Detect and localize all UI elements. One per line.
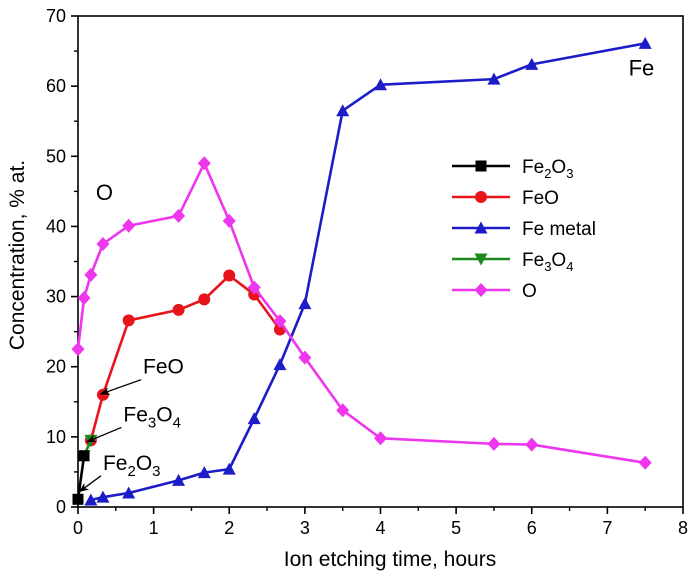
x-tick-label: 5 (451, 518, 461, 538)
data-point (487, 72, 501, 85)
legend-marker (474, 221, 488, 234)
annotation-arrow (86, 426, 122, 443)
data-point (122, 218, 136, 233)
x-tick-label: 2 (224, 518, 234, 538)
legend-marker (475, 191, 487, 203)
y-axis-title: Concentration, % at. (6, 160, 29, 350)
annotation-arrow (78, 475, 102, 493)
legend-label: O (522, 281, 537, 302)
data-point (84, 493, 98, 506)
data-series (71, 36, 652, 506)
data-point (222, 213, 236, 228)
x-tick-label: 4 (375, 518, 385, 538)
data-point (638, 455, 652, 470)
data-point (247, 280, 261, 295)
data-point (172, 208, 186, 223)
legend-item-o: O (452, 281, 537, 302)
annotation-text: FeO (143, 356, 184, 379)
fe3o4-annotation: Fe3O4 (86, 403, 181, 443)
legend-item-fe3o4: Fe3O4 (452, 250, 573, 274)
series-fe-metal (84, 36, 652, 506)
data-point (197, 156, 211, 171)
x-tick-label: 8 (678, 518, 688, 538)
data-point (72, 493, 84, 505)
data-point (96, 388, 109, 401)
data-point (525, 57, 539, 70)
axes: 0 1 2 3 4 5 6 7 8 0 10 20 30 40 50 60 70 (46, 6, 688, 538)
data-point (96, 236, 110, 251)
legend: Fe2O3 FeO Fe metal Fe3O4 O (452, 157, 596, 302)
legend-item-fe-metal: Fe metal (452, 219, 596, 240)
fe2o3-annotation: Fe2O3 (78, 452, 161, 493)
data-point (374, 78, 387, 91)
annotation-text: Fe (629, 56, 655, 81)
data-point (273, 358, 287, 371)
legend-marker (475, 160, 487, 172)
fe-label: Fe (629, 56, 655, 81)
series-line (76, 162, 646, 465)
data-point (122, 314, 135, 327)
x-tick-label: 7 (602, 518, 612, 538)
legend-item-feo: FeO (452, 188, 559, 209)
series-fe2o3 (72, 450, 90, 505)
annotation-text: Fe2O3 (103, 452, 161, 480)
data-point (78, 450, 90, 462)
data-point (247, 412, 261, 425)
data-point (487, 436, 501, 451)
data-point (198, 293, 211, 306)
data-point (122, 486, 136, 499)
data-point (96, 490, 110, 503)
data-point (172, 473, 186, 486)
data-point (374, 431, 387, 446)
series-o (71, 156, 652, 470)
data-point (223, 269, 236, 282)
data-point (71, 342, 85, 357)
x-tick-label: 1 (149, 518, 159, 538)
annotation-text: O (96, 180, 113, 205)
y-tick-label: 60 (46, 76, 66, 96)
y-tick-label: 20 (46, 357, 66, 377)
y-tick-label: 10 (46, 427, 66, 447)
x-tick-label: 3 (300, 518, 310, 538)
annotation-text: Fe3O4 (123, 403, 181, 431)
series-line (89, 274, 281, 441)
y-tick-label: 40 (46, 216, 66, 236)
o-label: O (96, 180, 113, 205)
y-tick-label: 30 (46, 287, 66, 307)
data-point (273, 314, 287, 329)
y-tick-label: 0 (56, 497, 66, 517)
annotations: O Fe FeO Fe3O4 Fe2O3 (78, 56, 655, 493)
x-tick-label: 0 (73, 518, 83, 538)
data-point (84, 267, 98, 282)
data-point (298, 297, 312, 310)
legend-marker (474, 283, 488, 297)
legend-item-fe2o3: Fe2O3 (452, 157, 573, 181)
data-point (525, 437, 539, 452)
data-point (172, 303, 185, 316)
data-point (336, 403, 350, 418)
data-point (336, 104, 350, 117)
x-tick-label: 6 (527, 518, 537, 538)
legend-marker (474, 253, 488, 266)
y-tick-label: 70 (46, 6, 66, 26)
y-tick-label: 50 (46, 146, 66, 166)
data-point (222, 462, 236, 475)
x-axis-title: Ion etching time, hours (284, 548, 496, 571)
annotation-arrow (99, 379, 142, 395)
legend-label: Fe metal (522, 219, 596, 240)
series-line (90, 42, 646, 502)
legend-label: Fe2O3 (522, 157, 573, 181)
series-line (76, 455, 86, 500)
legend-label: FeO (522, 188, 559, 209)
data-point (298, 350, 312, 365)
data-point (77, 290, 91, 305)
data-point (638, 36, 652, 49)
data-point (197, 466, 211, 479)
feo-annotation: FeO (99, 356, 184, 395)
legend-label: Fe3O4 (522, 250, 573, 274)
